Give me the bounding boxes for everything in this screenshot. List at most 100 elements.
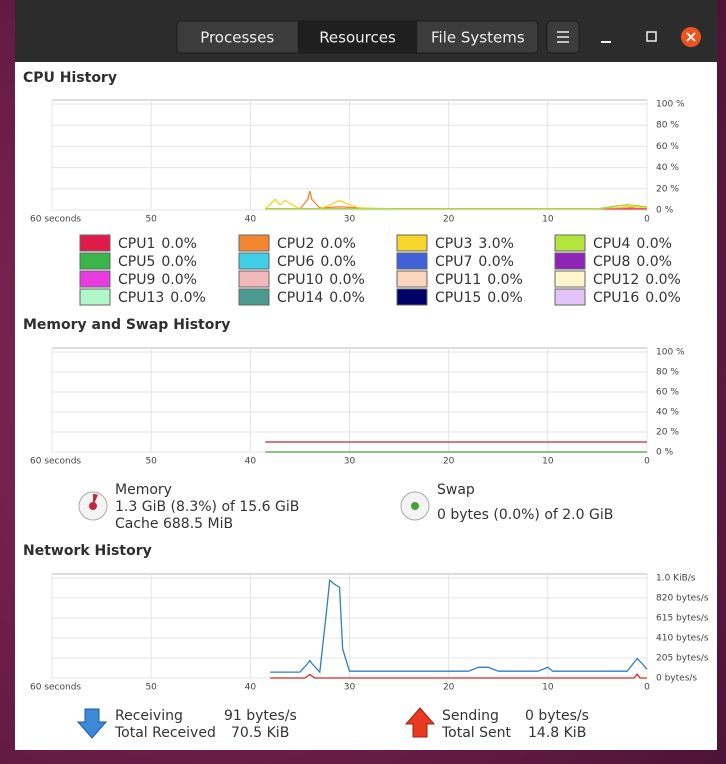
swap-label: Swap	[437, 482, 475, 498]
x-tick-label: 50	[145, 457, 157, 467]
section-title: Network History	[23, 543, 152, 559]
legend-entry: CPU10 0.0%	[277, 272, 365, 288]
cpu-value: 0.0%	[645, 290, 681, 306]
y-tick-label: 20 %	[656, 428, 679, 438]
cpu-value: 0.0%	[320, 236, 356, 252]
memory-usage: 1.3 GiB (8.3%) of 15.6 GiB	[115, 499, 299, 515]
cpu-name: CPU6	[277, 254, 314, 270]
y-tick-label: 0 %	[656, 448, 674, 458]
x-tick-label: 0	[644, 215, 650, 225]
y-tick-label: 1.0 KiB/s	[656, 574, 696, 584]
legend-swatch[interactable]	[79, 270, 111, 288]
swap-icon-dot	[411, 502, 419, 510]
tab-label[interactable]: Resources	[319, 29, 396, 47]
x-tick-label: 60 seconds	[30, 683, 81, 693]
legend-swatch[interactable]	[554, 288, 586, 306]
total-sent-label: Total Sent	[441, 725, 512, 741]
active-tab	[297, 21, 418, 53]
y-tick-label: 80 %	[656, 368, 679, 378]
y-tick-label: 80 %	[656, 121, 679, 131]
cpu-value: 0.0%	[170, 290, 206, 306]
y-tick-label: 100 %	[656, 100, 685, 110]
x-tick-label: 20	[443, 215, 455, 225]
cpu-value: 0.0%	[161, 236, 197, 252]
cpu-value: 0.0%	[487, 290, 523, 306]
x-tick-label: 40	[245, 215, 257, 225]
receiving-icon	[76, 708, 108, 739]
x-tick-label: 0	[644, 457, 650, 467]
receiving-label: Receiving	[115, 708, 183, 724]
cpu-value: 0.0%	[636, 236, 672, 252]
y-tick-label: 0 %	[656, 206, 674, 216]
legend-swatch[interactable]	[396, 252, 428, 270]
legend-entry: CPU12 0.0%	[593, 272, 681, 288]
y-tick-label: 205 bytes/s	[656, 653, 709, 663]
cpu-name: CPU13	[118, 290, 164, 306]
legend-swatch[interactable]	[238, 270, 270, 288]
legend-entry: CPU14 0.0%	[277, 290, 365, 306]
legend-entry: CPU6 0.0%	[277, 254, 356, 270]
x-tick-label: 10	[542, 215, 554, 225]
cpu-value: 0.0%	[478, 254, 514, 270]
legend-entry: CPU9 0.0%	[118, 272, 197, 288]
y-tick-label: 410 bytes/s	[656, 633, 709, 643]
legend-swatch[interactable]	[238, 234, 270, 252]
x-tick-label: 30	[344, 457, 356, 467]
cpu-name: CPU3	[435, 236, 472, 252]
memory-cache: Cache 688.5 MiB	[115, 516, 233, 532]
legend-entry: CPU16 0.0%	[593, 290, 681, 306]
x-tick-label: 40	[245, 683, 257, 693]
y-tick-label: 100 %	[656, 348, 685, 358]
y-tick-label: 0 bytes/s	[656, 674, 697, 684]
sending-icon	[404, 707, 436, 738]
tab-label[interactable]: Processes	[200, 29, 274, 47]
legend-swatch[interactable]	[238, 252, 270, 270]
cpu-name: CPU4	[593, 236, 630, 252]
cpu-value: 3.0%	[478, 236, 514, 252]
cpu-name: CPU10	[277, 272, 323, 288]
cpu-value: 0.0%	[161, 272, 197, 288]
legend-swatch[interactable]	[396, 288, 428, 306]
cpu-name: CPU7	[435, 254, 472, 270]
legend-swatch[interactable]	[79, 234, 111, 252]
total-received: 70.5 KiB	[231, 725, 289, 741]
cpu-value: 0.0%	[636, 254, 672, 270]
x-tick-label: 50	[145, 215, 157, 225]
series-line	[270, 673, 647, 679]
x-tick-label: 30	[344, 683, 356, 693]
cpu-name: CPU8	[593, 254, 630, 270]
legend-swatch[interactable]	[554, 270, 586, 288]
sending-rate: 0 bytes/s	[525, 708, 589, 724]
sending-label: Sending	[442, 708, 499, 724]
legend-entry: CPU8 0.0%	[593, 254, 672, 270]
legend-swatch[interactable]	[79, 288, 111, 306]
section-title: Memory and Swap History	[23, 317, 230, 333]
cpu-value: 0.0%	[329, 272, 365, 288]
cpu-value: 0.0%	[645, 272, 681, 288]
swap-usage: 0 bytes (0.0%) of 2.0 GiB	[437, 507, 613, 523]
legend-entry: CPU5 0.0%	[118, 254, 197, 270]
tab-label[interactable]: File Systems	[431, 29, 525, 47]
total-sent: 14.8 KiB	[528, 725, 586, 741]
legend-entry: CPU13 0.0%	[118, 290, 206, 306]
cpu-name: CPU14	[277, 290, 323, 306]
legend-swatch[interactable]	[238, 288, 270, 306]
cpu-name: CPU2	[277, 236, 314, 252]
cpu-name: CPU12	[593, 272, 639, 288]
y-tick-label: 40 %	[656, 408, 679, 418]
legend-swatch[interactable]	[554, 252, 586, 270]
cpu-value: 0.0%	[320, 254, 356, 270]
legend-swatch[interactable]	[396, 270, 428, 288]
legend-swatch[interactable]	[396, 234, 428, 252]
x-tick-label: 50	[145, 683, 157, 693]
cpu-name: CPU15	[435, 290, 481, 306]
cpu-name: CPU11	[435, 272, 481, 288]
maximize-button[interactable]	[646, 31, 657, 42]
legend-swatch[interactable]	[554, 234, 586, 252]
y-tick-label: 60 %	[656, 142, 679, 152]
x-tick-label: 60 seconds	[30, 215, 81, 225]
cpu-value: 0.0%	[161, 254, 197, 270]
legend-entry: CPU3 3.0%	[435, 236, 514, 252]
legend-swatch[interactable]	[79, 252, 111, 270]
